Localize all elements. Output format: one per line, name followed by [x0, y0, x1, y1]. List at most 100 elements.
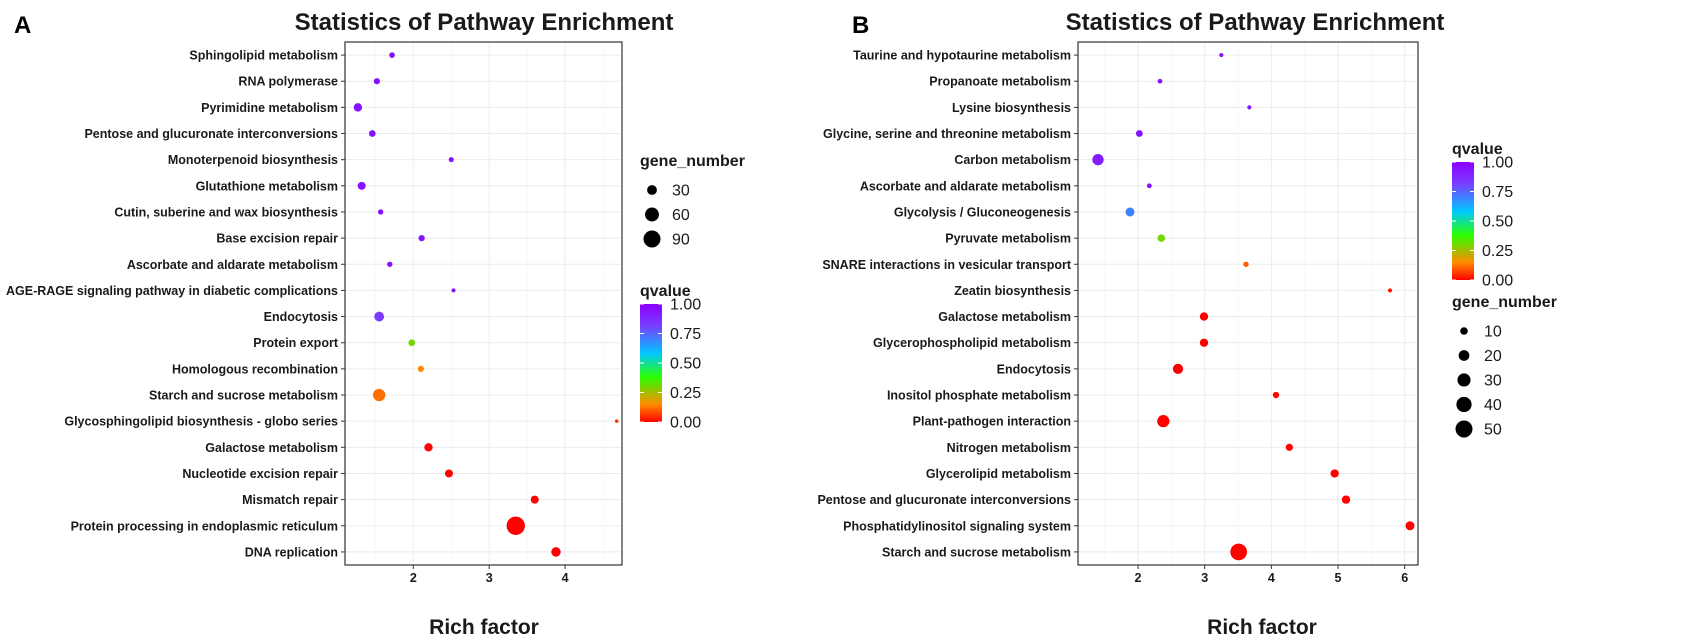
data-point: [1330, 469, 1339, 478]
size-legend-label: 40: [1484, 397, 1502, 414]
y-tick-label: Glutathione metabolism: [196, 179, 338, 193]
y-tick-label: Monoterpenoid biosynthesis: [168, 153, 338, 167]
data-point: [1219, 52, 1224, 58]
data-point: [1199, 312, 1209, 321]
data-point: [1247, 105, 1252, 110]
panel-a-plot-background: [345, 42, 622, 565]
data-point: [506, 516, 525, 535]
color-legend-label: 0.00: [670, 415, 701, 432]
data-point: [368, 130, 376, 137]
data-point: [389, 52, 395, 58]
x-tick-label: 6: [1401, 571, 1408, 585]
panel-b-x-axis-title: Rich factor: [1207, 616, 1317, 639]
y-tick-label: Protein export: [253, 336, 339, 350]
color-legend-label: 1.00: [670, 297, 701, 314]
y-tick-label: Galactose metabolism: [938, 310, 1071, 324]
y-tick-label: Pyrimidine metabolism: [201, 101, 338, 115]
data-point: [1285, 443, 1293, 451]
data-point: [1125, 207, 1135, 217]
data-point: [374, 311, 385, 322]
data-point: [1272, 391, 1280, 399]
color-legend-title: qvalue: [640, 283, 691, 300]
y-tick-label: SNARE interactions in vesicular transpor…: [822, 258, 1072, 272]
data-point: [1341, 495, 1351, 504]
data-point: [1172, 363, 1184, 374]
panel-a-plot-border: [344, 41, 623, 566]
size-legend-title: gene_number: [640, 153, 745, 170]
y-tick-label: Endocytosis: [997, 362, 1071, 376]
y-tick-label: Glycolysis / Gluconeogenesis: [894, 205, 1071, 219]
y-tick-label: Pyruvate metabolism: [945, 232, 1071, 246]
color-legend-label: 0.75: [1482, 184, 1513, 201]
x-tick-label: 2: [1135, 571, 1142, 585]
y-tick-label: Glycerophospholipid metabolism: [873, 336, 1071, 350]
data-point: [1146, 183, 1152, 189]
data-point: [353, 103, 363, 112]
x-tick-label: 3: [1201, 571, 1208, 585]
y-tick-label: Ascorbate and aldarate metabolism: [127, 258, 338, 272]
panel-b-title: Statistics of Pathway Enrichment: [1066, 9, 1445, 36]
size-legend-label: 50: [1484, 422, 1502, 439]
data-point: [448, 157, 454, 163]
y-tick-label: Galactose metabolism: [205, 441, 338, 455]
size-legend-label: 10: [1484, 324, 1502, 341]
size-legend-label: 30: [672, 183, 690, 200]
qvalue-colorbar: [640, 304, 662, 422]
y-tick-label: Inositol phosphate metabolism: [887, 389, 1071, 403]
size-legend-label: 90: [672, 232, 690, 249]
data-point: [408, 339, 416, 347]
data-point: [1135, 130, 1143, 137]
size-legend-key: [1455, 420, 1473, 438]
y-tick-label: Base excision repair: [216, 232, 338, 246]
data-point: [1199, 338, 1209, 347]
size-legend-key: [1460, 327, 1468, 335]
y-tick-label: Glycosphingolipid biosynthesis - globo s…: [64, 415, 338, 429]
y-tick-label: Phosphatidylinositol signaling system: [843, 519, 1071, 533]
color-legend-label: 0.75: [670, 326, 701, 343]
panel-a-x-axis-title: Rich factor: [429, 616, 539, 639]
y-tick-label: Protein processing in endoplasmic reticu…: [71, 519, 338, 533]
y-tick-label: Pentose and glucuronate interconversions: [817, 493, 1071, 507]
panel-b-plot-background: [1078, 42, 1418, 565]
y-tick-label: Endocytosis: [264, 310, 338, 324]
data-point: [1405, 521, 1415, 531]
qvalue-colorbar: [1452, 162, 1474, 280]
y-tick-label: Starch and sucrose metabolism: [149, 389, 338, 403]
data-point: [614, 419, 619, 423]
y-tick-label: Homologous recombination: [172, 362, 338, 376]
color-legend-label: 1.00: [1482, 155, 1513, 172]
y-tick-label: Taurine and hypotaurine metabolism: [853, 49, 1071, 63]
x-tick-label: 2: [410, 571, 417, 585]
y-tick-label: Ascorbate and aldarate metabolism: [860, 179, 1071, 193]
y-tick-label: Pentose and glucuronate interconversions: [84, 127, 338, 141]
y-tick-label: RNA polymerase: [238, 75, 338, 89]
data-point: [451, 288, 456, 293]
x-tick-label: 4: [1268, 571, 1275, 585]
y-tick-label: Zeatin biosynthesis: [954, 284, 1071, 298]
y-tick-label: Cutin, suberine and wax biosynthesis: [114, 205, 338, 219]
panel-a-plot: Sphingolipid metabolism RNA polymerase Pyr…: [6, 41, 623, 585]
data-point: [377, 209, 384, 215]
size-legend-label: 60: [672, 207, 690, 224]
data-point: [1387, 288, 1393, 293]
size-legend-title: gene_number: [1452, 294, 1557, 311]
y-tick-label: Glycerolipid metabolism: [926, 467, 1071, 481]
color-legend-label: 0.50: [670, 356, 701, 373]
data-point: [357, 181, 366, 190]
y-tick-label: Glycine, serine and threonine metabolism: [823, 127, 1071, 141]
y-tick-label: Starch and sucrose metabolism: [882, 545, 1071, 559]
panel-b-letter: B: [852, 12, 869, 39]
panel-a: A Statistics of Pathway Enrichment Rich …: [6, 9, 745, 639]
y-tick-label: Carbon metabolism: [954, 153, 1071, 167]
data-point: [373, 78, 380, 85]
panel-a-letter: A: [14, 12, 31, 39]
y-tick-label: Plant-pathogen interaction: [913, 415, 1071, 429]
data-point: [1157, 234, 1166, 242]
panel-b-plot: Taurine and hypotaurine metabolism Propan…: [817, 41, 1419, 585]
y-tick-label: Mismatch repair: [242, 493, 338, 507]
data-point: [372, 388, 386, 402]
y-tick-label: Propanoate metabolism: [929, 75, 1071, 89]
data-point: [444, 469, 453, 478]
